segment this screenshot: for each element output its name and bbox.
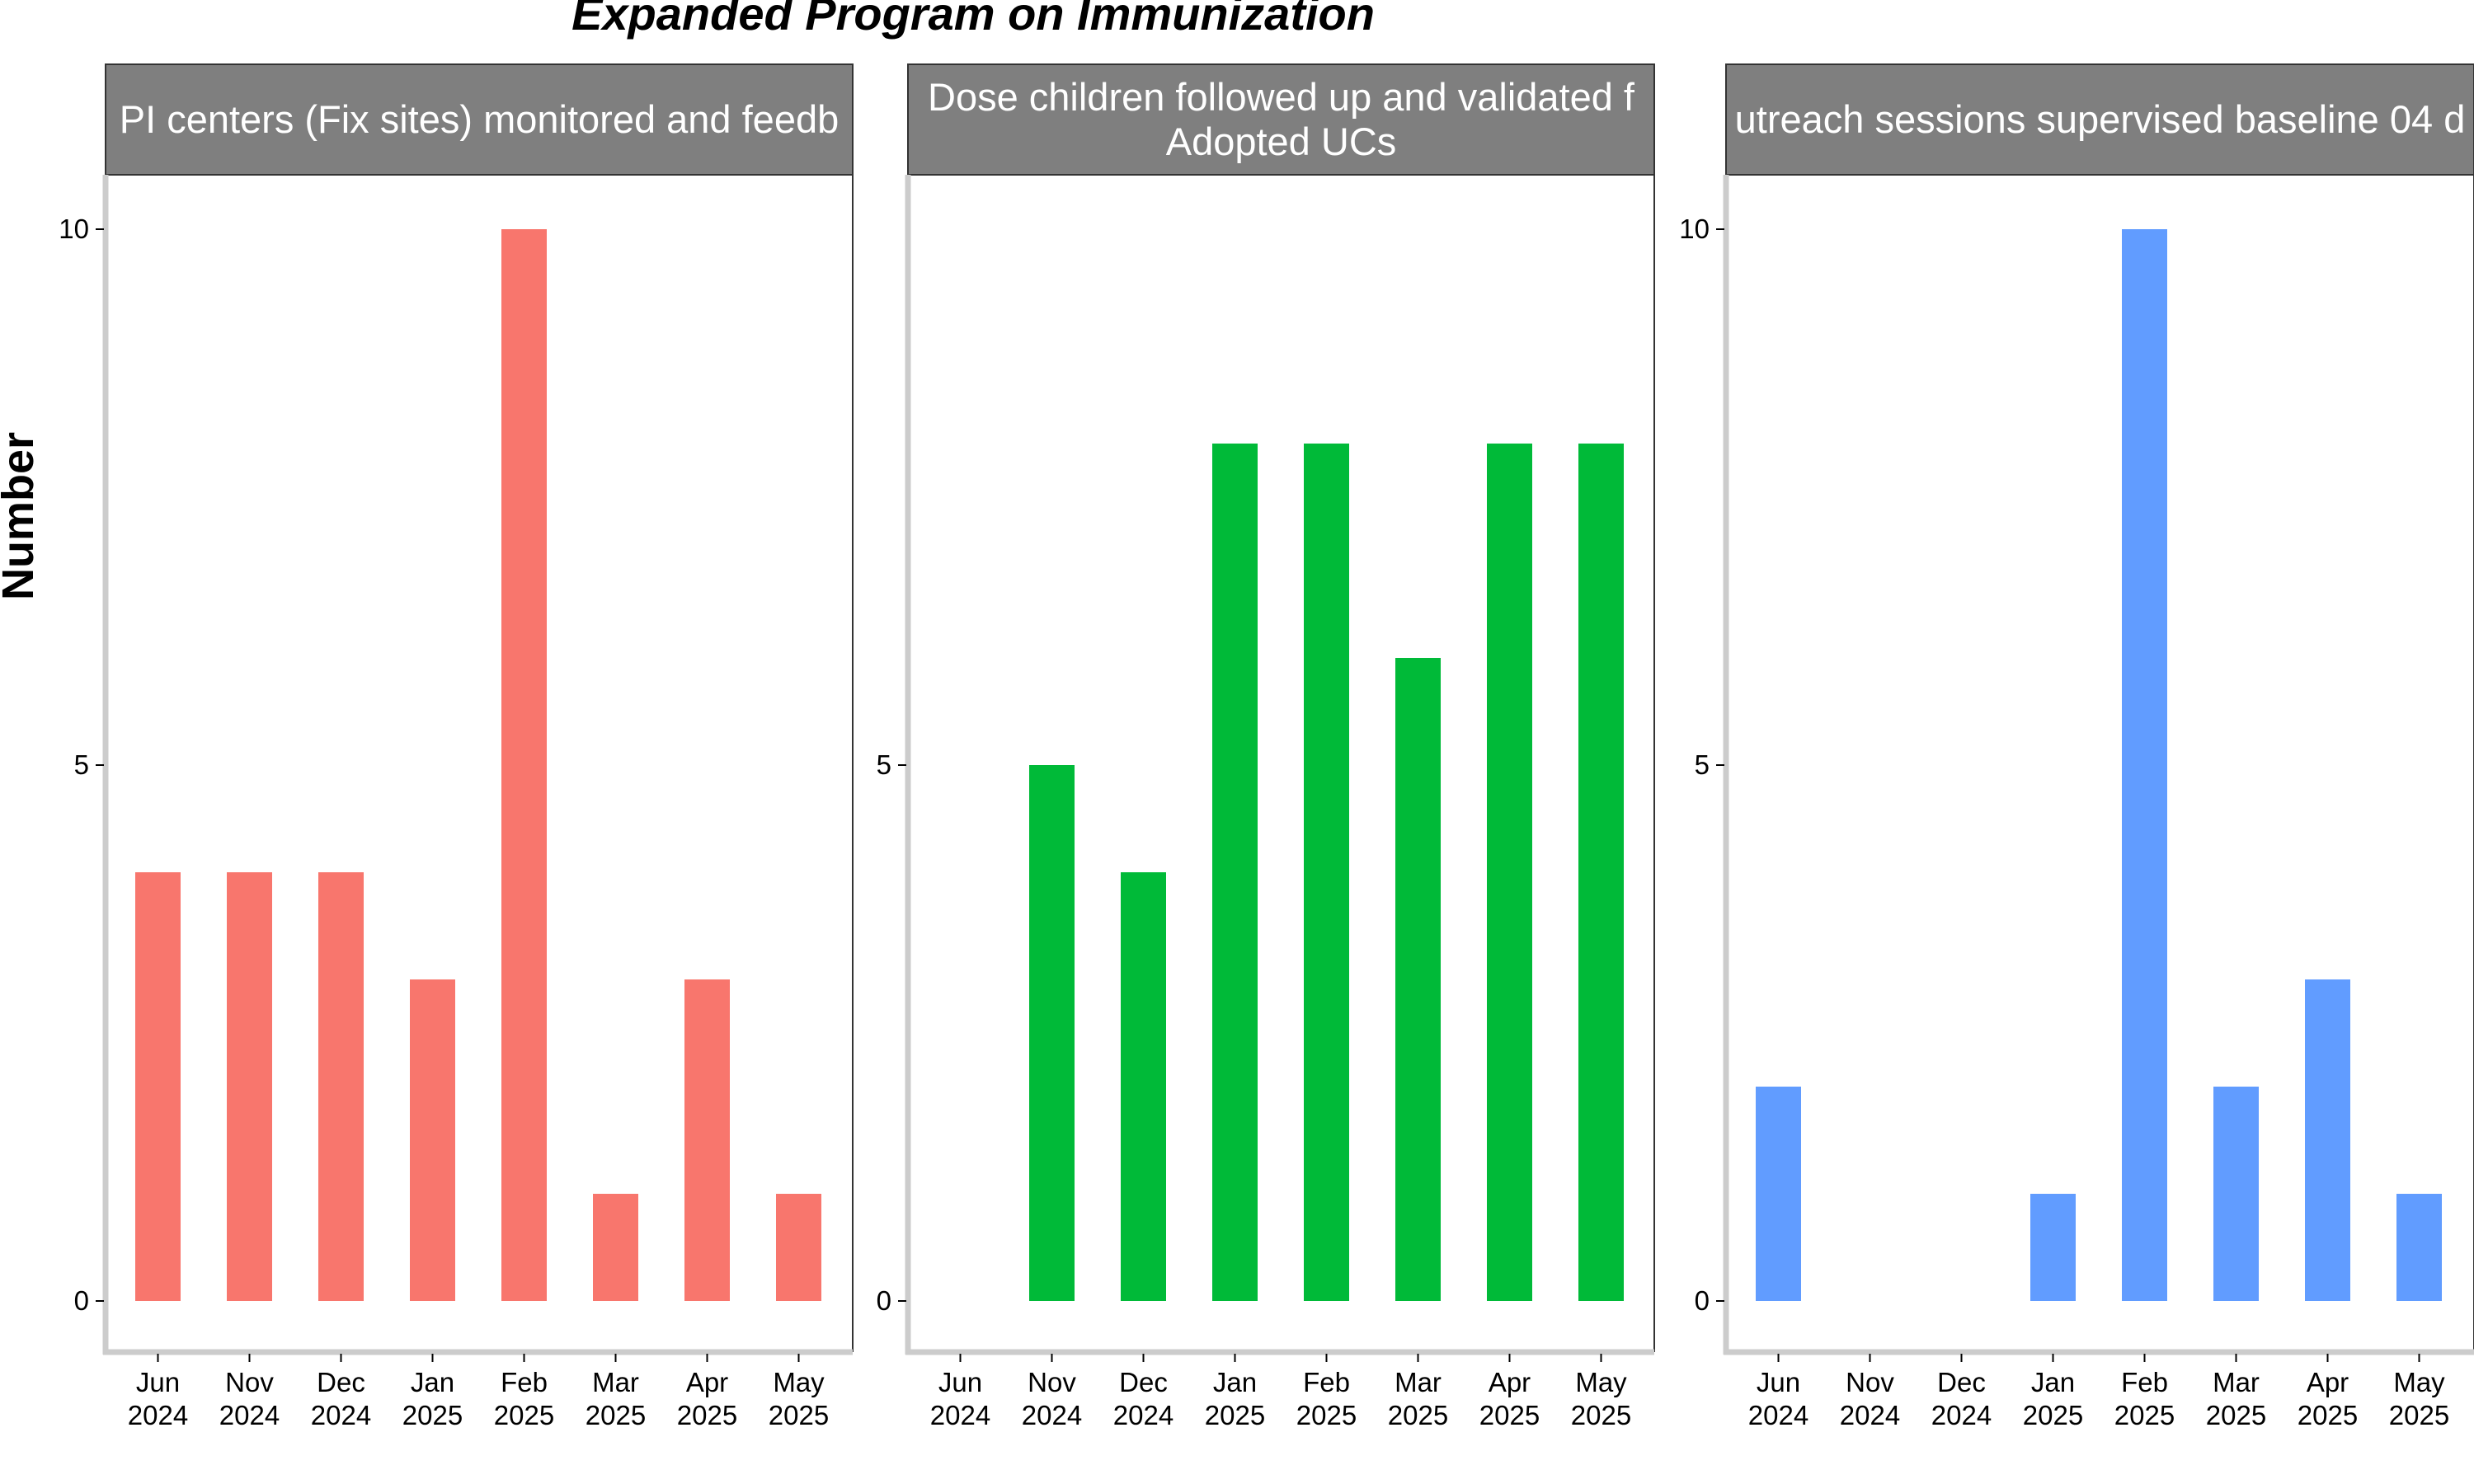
x-tick-label-year: 2025 <box>1296 1400 1357 1430</box>
bar <box>410 979 455 1301</box>
x-tick-label-month: Feb <box>2121 1367 2168 1397</box>
bar <box>2396 1194 2442 1301</box>
y-tick-label: 0 <box>1695 1285 1710 1316</box>
x-tick-label-year: 2024 <box>1931 1400 1992 1430</box>
x-tick-label-month: Nov <box>1846 1367 1894 1397</box>
x-tick-label-year: 2025 <box>1388 1400 1448 1430</box>
bar <box>2030 1194 2076 1301</box>
x-tick-label-year: 2025 <box>2389 1400 2449 1430</box>
bar <box>1487 444 1532 1301</box>
x-tick-label-month: Nov <box>1028 1367 1076 1397</box>
x-tick-label-year: 2024 <box>128 1400 188 1430</box>
bar <box>776 1194 821 1301</box>
x-tick-label-month: May <box>773 1367 825 1397</box>
x-tick-label-year: 2025 <box>1205 1400 1265 1430</box>
y-tick-label: 5 <box>1695 749 1710 780</box>
y-tick-label: 0 <box>74 1285 89 1316</box>
x-tick-label-year: 2025 <box>2206 1400 2266 1430</box>
x-tick-label-month: May <box>2393 1367 2445 1397</box>
facet-strip-label: Dose children followed up and validated … <box>928 75 1635 119</box>
x-tick-label-month: Apr <box>686 1367 728 1397</box>
bar <box>318 872 364 1301</box>
facet-panel: utreach sessions supervised baseline 04 … <box>1679 63 2474 1430</box>
x-tick-label-month: Mar <box>2213 1367 2260 1397</box>
x-tick-label-year: 2024 <box>1748 1400 1808 1430</box>
x-tick-label-month: Dec <box>1119 1367 1168 1397</box>
bar <box>1121 872 1166 1301</box>
facet-panel: PI centers (Fix sites) monitored and fee… <box>59 63 854 1430</box>
x-tick-label-year: 2024 <box>1022 1400 1082 1430</box>
x-tick-label-year: 2025 <box>1479 1400 1540 1430</box>
x-tick-label-year: 2025 <box>494 1400 554 1430</box>
bar <box>2213 1087 2259 1301</box>
x-tick-label-year: 2025 <box>586 1400 646 1430</box>
bar <box>1029 765 1075 1301</box>
x-tick-label-month: Nov <box>225 1367 274 1397</box>
y-tick-label: 0 <box>877 1285 891 1316</box>
x-tick-label-year: 2024 <box>1113 1400 1174 1430</box>
x-tick-label-month: Jun <box>938 1367 982 1397</box>
y-tick-label: 5 <box>877 749 891 780</box>
x-tick-label-month: Jun <box>136 1367 180 1397</box>
facet-panels: PI centers (Fix sites) monitored and fee… <box>59 63 2474 1430</box>
facet-strip <box>1725 63 2474 176</box>
bar <box>593 1194 638 1301</box>
bar <box>1756 1087 1801 1301</box>
x-tick-label-month: Apr <box>2307 1367 2349 1397</box>
x-tick-label-year: 2025 <box>677 1400 737 1430</box>
facet-strip-label: PI centers (Fix sites) monitored and fee… <box>120 97 840 141</box>
x-tick-label-month: Feb <box>1303 1367 1350 1397</box>
x-tick-label-year: 2024 <box>930 1400 990 1430</box>
x-tick-label-month: Apr <box>1489 1367 1531 1397</box>
x-tick-label-month: Jan <box>411 1367 454 1397</box>
bar <box>2122 229 2167 1301</box>
x-tick-label-month: Dec <box>317 1367 365 1397</box>
x-tick-label-year: 2024 <box>219 1400 280 1430</box>
facet-strip <box>105 63 854 176</box>
facet-strip-label: utreach sessions supervised baseline 04 … <box>1735 97 2466 141</box>
bar <box>1212 444 1258 1301</box>
bar <box>2305 979 2350 1301</box>
x-tick-label-year: 2024 <box>1840 1400 1900 1430</box>
x-tick-label-year: 2025 <box>769 1400 829 1430</box>
bar <box>135 872 181 1301</box>
facet-strip <box>907 63 1655 176</box>
x-tick-label-month: Mar <box>1395 1367 1442 1397</box>
chart-title: Expanded Program on Immunization <box>571 0 1375 40</box>
x-tick-label-month: Jun <box>1757 1367 1800 1397</box>
x-tick-label-month: Jan <box>1213 1367 1257 1397</box>
x-tick-label-month: Feb <box>501 1367 548 1397</box>
y-tick-label: 10 <box>1679 214 1710 244</box>
x-tick-label-year: 2025 <box>2298 1400 2358 1430</box>
x-tick-label-year: 2025 <box>1571 1400 1631 1430</box>
x-tick-label-month: Jan <box>2031 1367 2075 1397</box>
facet-panel: Dose children followed up and validated … <box>877 63 1655 1430</box>
y-tick-label: 10 <box>59 214 89 244</box>
bar <box>501 229 547 1301</box>
facet-strip-label: Adopted UCs <box>1166 120 1397 163</box>
y-axis-label: Number <box>0 432 43 600</box>
bar <box>227 872 272 1301</box>
bar <box>1578 444 1624 1301</box>
bar <box>1304 444 1349 1301</box>
x-tick-label-year: 2025 <box>2114 1400 2175 1430</box>
x-tick-label-year: 2025 <box>402 1400 463 1430</box>
x-tick-label-month: Dec <box>1937 1367 1986 1397</box>
y-tick-label: 5 <box>74 749 89 780</box>
x-tick-label-month: May <box>1575 1367 1627 1397</box>
bar <box>1395 658 1441 1301</box>
x-tick-label-month: Mar <box>592 1367 639 1397</box>
bar <box>684 979 730 1301</box>
x-tick-label-year: 2024 <box>311 1400 371 1430</box>
x-tick-label-year: 2025 <box>2023 1400 2083 1430</box>
